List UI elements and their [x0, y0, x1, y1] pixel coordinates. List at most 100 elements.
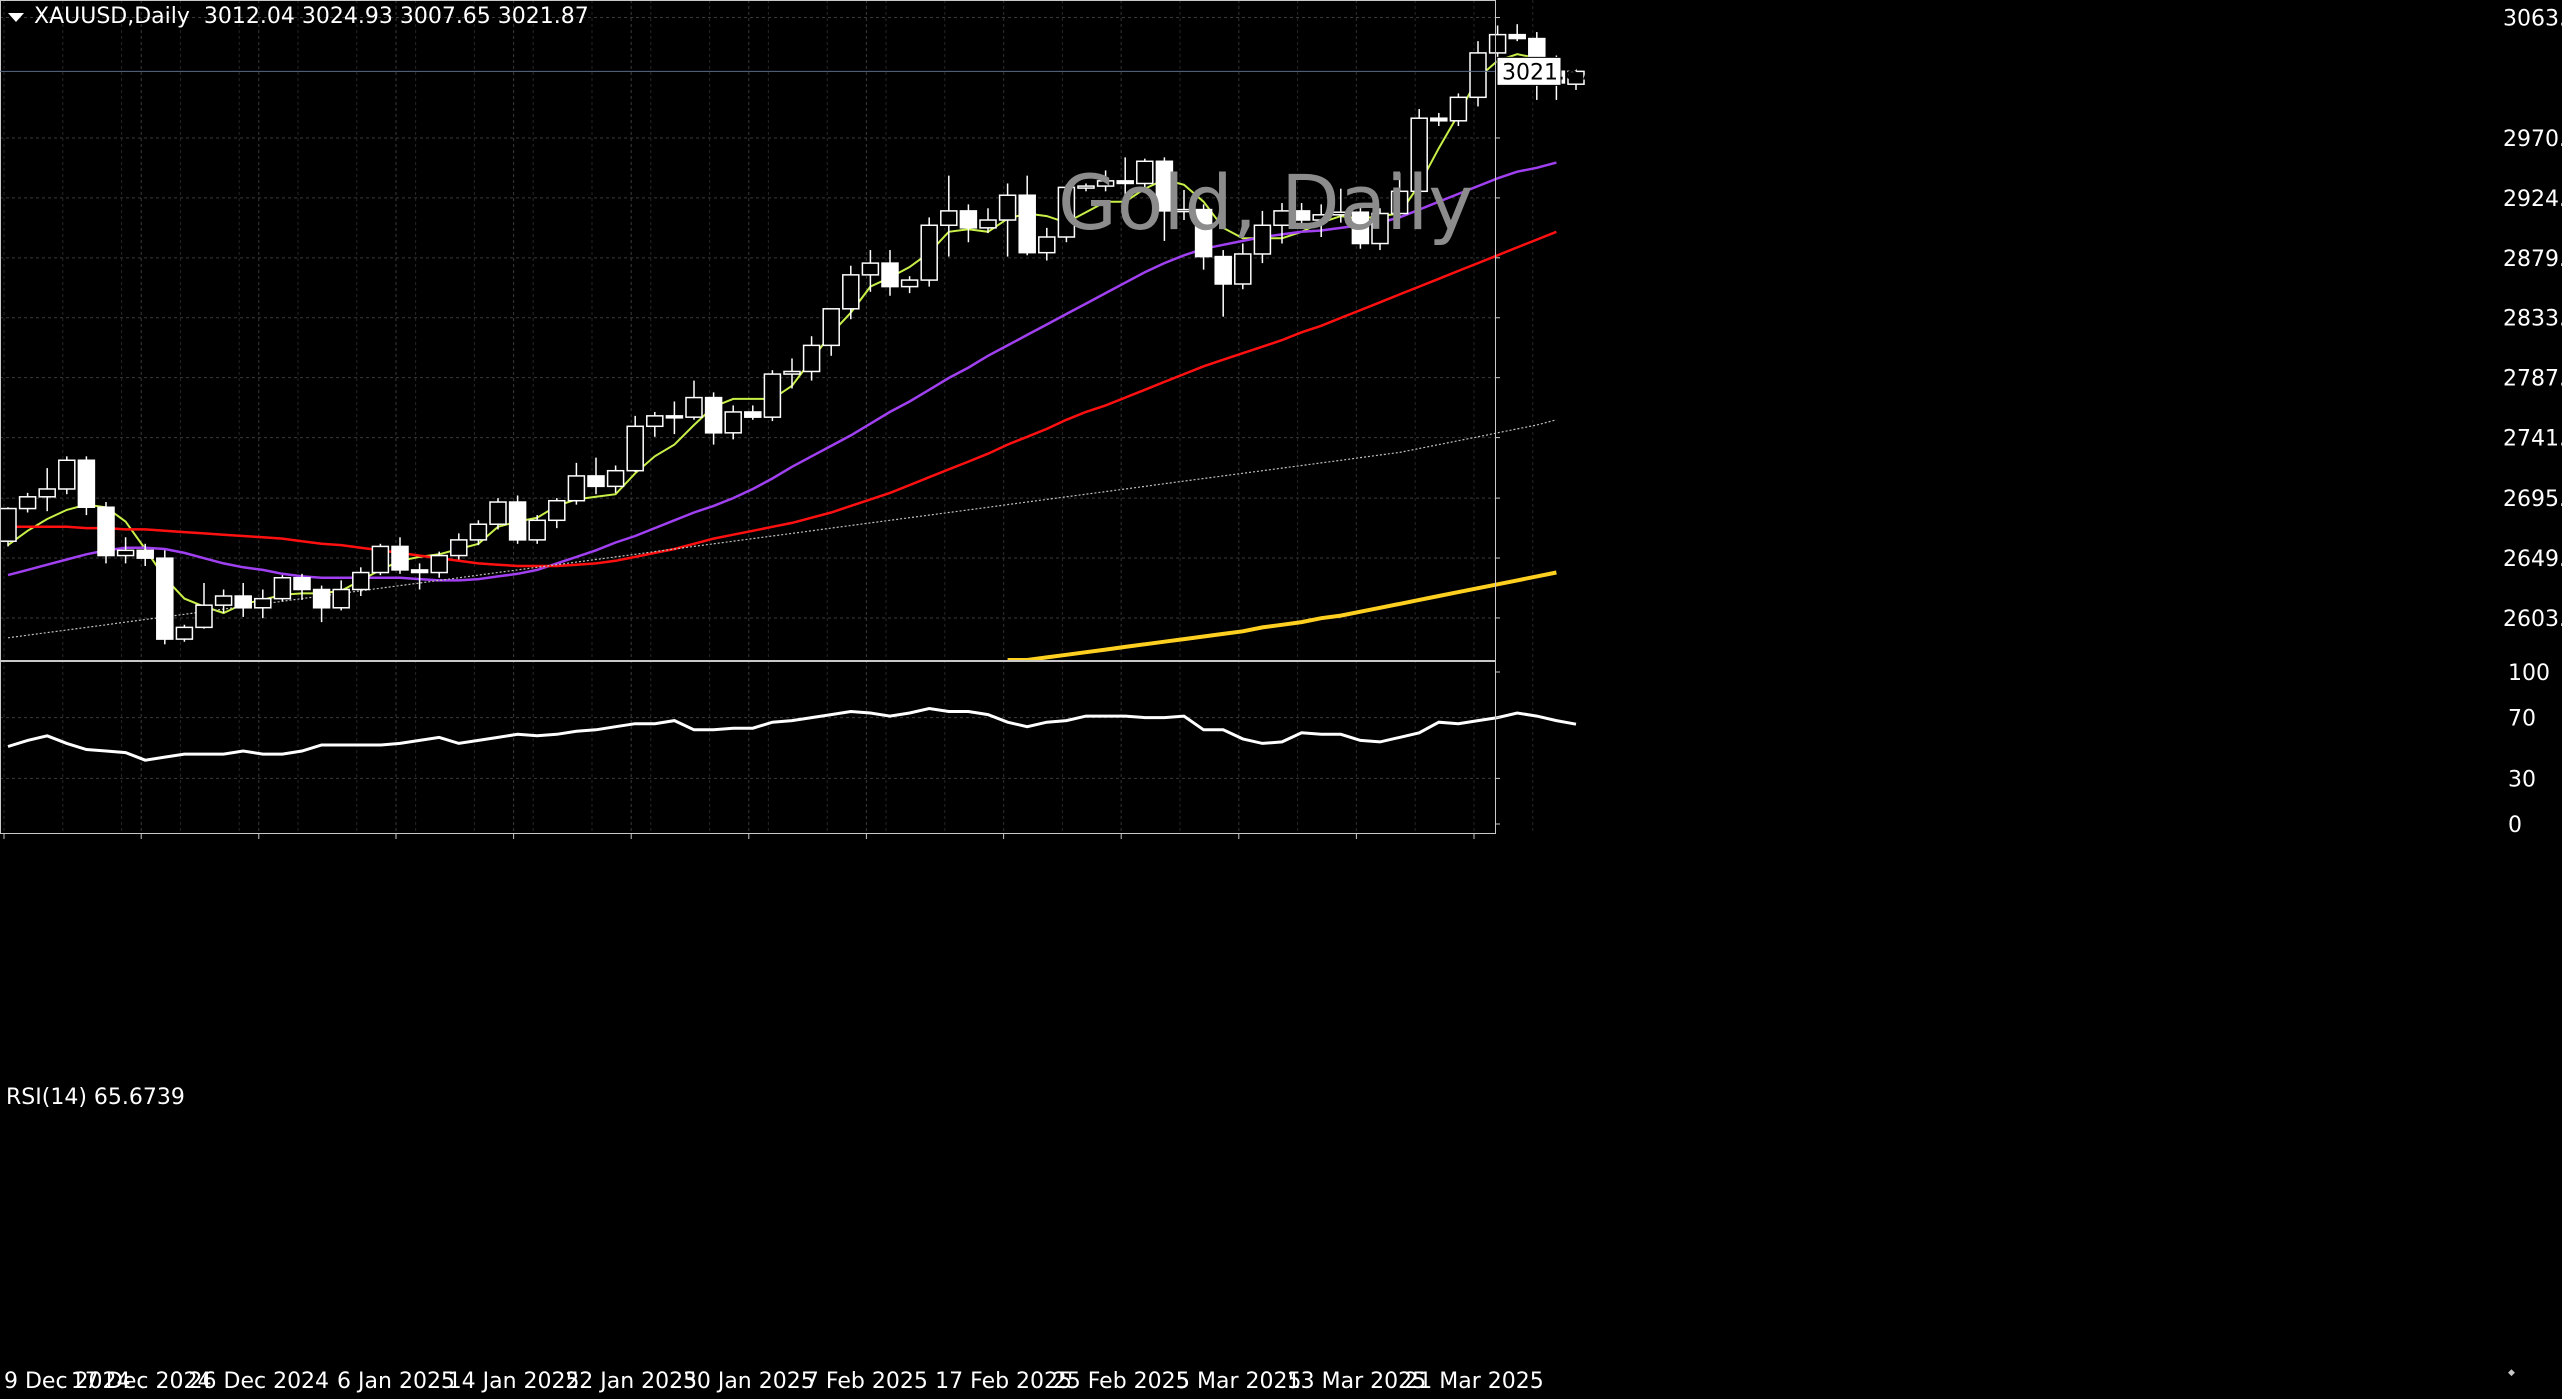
candle-body-up	[18, 496, 37, 510]
symbol-header[interactable]: XAUUSD,Daily 3012.04 3024.93 3007.65 302…	[8, 4, 589, 29]
candle-body-up	[724, 411, 742, 434]
ohlc-values: 3012.04 3024.93 3007.65 3021.87	[203, 4, 589, 29]
candle-body-down	[959, 210, 978, 229]
candle-body-up	[352, 571, 370, 591]
candle-body-up	[763, 373, 782, 418]
candle-body-up	[685, 396, 703, 418]
candle-body-up	[1567, 70, 1585, 85]
candle-body-down	[744, 411, 762, 418]
candle-body-down	[1214, 255, 1232, 285]
x-tick-label: 26 Dec 2024	[189, 1369, 330, 1394]
chart-watermark: Gold, Daily	[1058, 158, 1474, 247]
candle-body-down	[1430, 117, 1448, 122]
symbol-label: XAUUSD,Daily	[34, 4, 190, 29]
current-price-box	[1496, 56, 1562, 86]
candle-body-up	[940, 210, 958, 226]
x-tick-label: 5 Mar 2025	[1176, 1369, 1301, 1394]
candle-body-down	[1508, 33, 1526, 40]
candle-body-down	[1018, 194, 1036, 254]
candle-body-down	[1351, 211, 1370, 245]
grid	[0, 0, 1534, 834]
candle-body-up	[116, 549, 135, 557]
candle-body-up	[1449, 96, 1468, 122]
candle-body-up	[1273, 210, 1291, 226]
candle-body-up	[998, 194, 1017, 221]
candle-body-up	[1057, 186, 1076, 238]
candle-body-down	[234, 595, 252, 609]
candle-body-up	[920, 224, 938, 281]
ma-line-2	[7, 161, 1557, 582]
candle-body-down	[1292, 210, 1311, 221]
candle-body-up	[1371, 212, 1389, 245]
candle-body-down	[508, 501, 527, 541]
x-tick-label: 14 Jan 2025	[448, 1369, 580, 1394]
rsi-panel	[0, 706, 1577, 779]
candle-body-up	[1175, 208, 1193, 213]
x-tick-label: 7 Feb 2025	[805, 1369, 928, 1394]
candle-body-up	[450, 539, 468, 557]
moving-averages	[7, 53, 1557, 662]
candle-body-up	[861, 262, 880, 276]
candles	[0, 24, 1585, 645]
rsi-y-tick-label: 70	[2508, 707, 2536, 732]
candle-body-up	[822, 308, 840, 347]
candle-body-down	[156, 557, 174, 640]
y-tick-label: 2924.95	[2503, 187, 2562, 212]
logo-icon: ◆	[2508, 1368, 2515, 1378]
candle-body-down	[881, 262, 899, 288]
candle-body-up	[1136, 160, 1154, 185]
candle-body-down	[410, 569, 429, 574]
y-tick-label: 2787.25	[2503, 367, 2562, 392]
x-tick-label: 30 Jan 2025	[683, 1369, 815, 1394]
y-tick-label: 2649.10	[2503, 547, 2562, 572]
x-tick-label: 17 Dec 2024	[71, 1369, 212, 1394]
candle-body-up	[1077, 185, 1095, 189]
candle-body-up	[567, 475, 586, 502]
candle-body-up	[273, 577, 292, 600]
candle-body-down	[77, 459, 96, 508]
candle-body-up	[1390, 190, 1409, 215]
y-tick-label: 2603.20	[2503, 607, 2562, 632]
candle-body-up	[842, 274, 860, 310]
candle-body-up	[214, 595, 233, 606]
x-tick-label: 17 Feb 2025	[935, 1369, 1072, 1394]
candle-body-up	[783, 370, 801, 375]
dropdown-arrow-icon[interactable]	[8, 12, 24, 22]
candle-body-up	[1488, 33, 1507, 54]
candle-body-up	[1410, 117, 1428, 193]
candle-body-up	[430, 554, 448, 574]
candle-body-down	[1194, 208, 1213, 258]
x-tick-label: 6 Jan 2025	[337, 1369, 455, 1394]
y-tick-label: 2879.05	[2503, 247, 2562, 272]
candle-body-down	[665, 415, 684, 419]
candle-body-up	[900, 279, 919, 288]
candle-body-down	[704, 396, 723, 434]
y-tick-label: 2970.85	[2503, 127, 2562, 152]
rsi-line	[7, 706, 1577, 762]
candle-body-up	[528, 519, 546, 541]
ma-line-5	[1007, 570, 1557, 662]
current-price-label: 3021.87	[1502, 60, 1593, 85]
candle-body-down	[1116, 180, 1134, 185]
candle-body-up	[371, 545, 390, 574]
candle-body-up	[254, 597, 272, 609]
candle-body-down	[136, 549, 154, 559]
candle-body-down	[293, 577, 311, 591]
candle-body-up	[1253, 224, 1272, 255]
candle-body-up	[332, 588, 350, 609]
candle-body-up	[606, 469, 625, 488]
candle-body-up	[1332, 211, 1350, 216]
candle-body-down	[391, 545, 409, 571]
candle-body-down	[312, 588, 331, 609]
candle-body-up	[1469, 52, 1487, 99]
candle-body-up	[489, 501, 507, 525]
rsi-y-tick-label: 0	[2508, 813, 2522, 838]
candle-body-up	[1096, 180, 1115, 187]
candle-body-up	[548, 499, 566, 522]
rsi-y-tick-label: 100	[2508, 661, 2550, 686]
candle-body-up	[0, 507, 17, 542]
candle-body-up	[626, 425, 644, 472]
candle-body-up	[1312, 214, 1330, 221]
